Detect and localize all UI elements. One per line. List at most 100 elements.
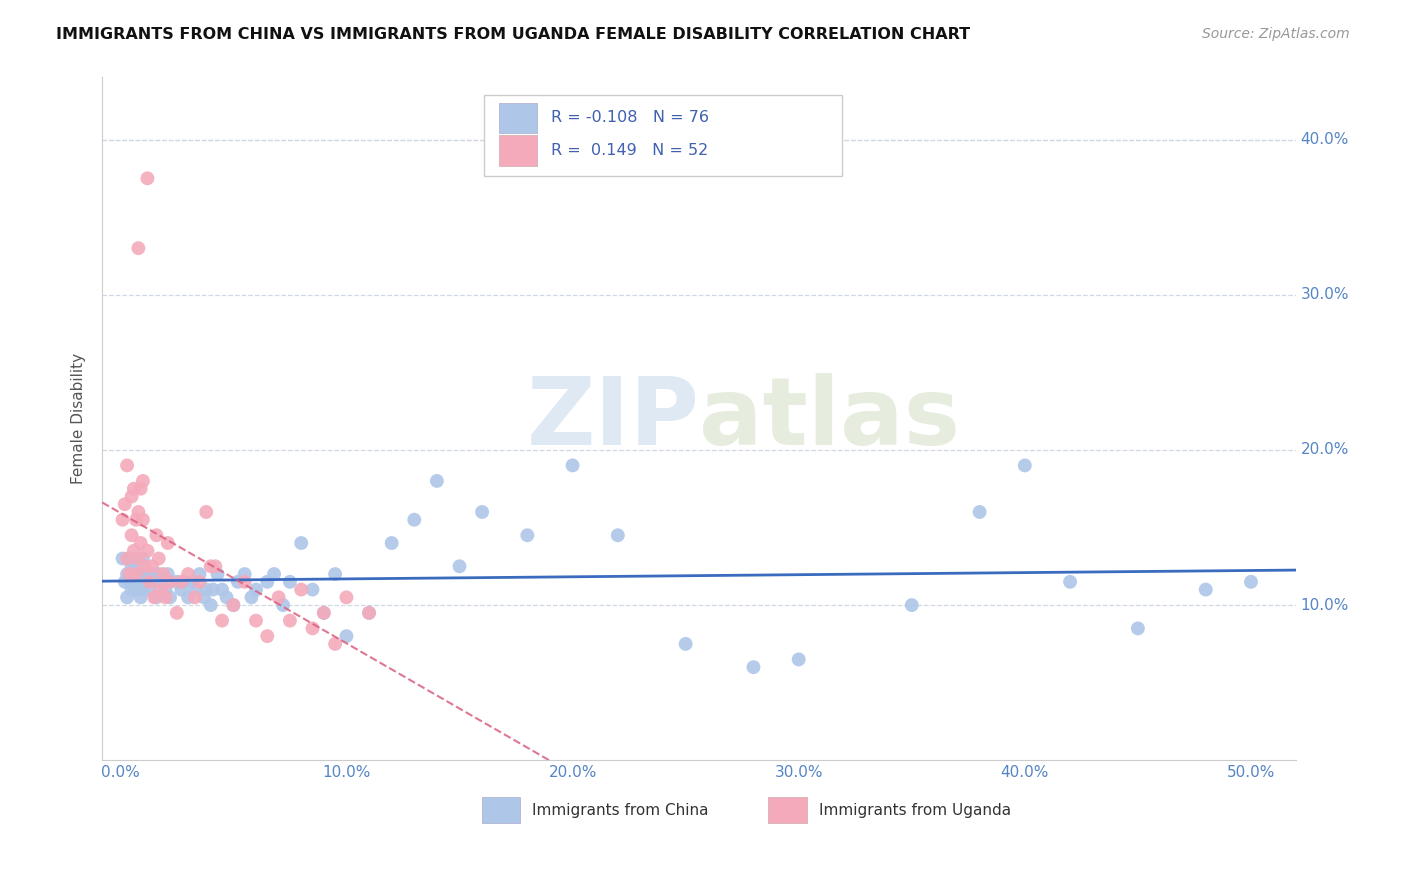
Point — [606, 528, 628, 542]
Point — [184, 582, 207, 597]
Point — [166, 606, 188, 620]
Point — [256, 574, 278, 589]
Point — [245, 582, 267, 597]
Point — [240, 591, 263, 605]
Text: atlas: atlas — [699, 373, 960, 465]
Point — [115, 591, 138, 605]
Point — [132, 551, 155, 566]
Point — [129, 574, 152, 589]
Point — [159, 591, 181, 605]
Point — [138, 582, 160, 597]
Point — [202, 582, 225, 597]
Point — [111, 513, 134, 527]
Point — [226, 574, 249, 589]
Point — [122, 574, 145, 589]
Point — [245, 614, 267, 628]
Point — [127, 574, 149, 589]
Text: 10.0%: 10.0% — [1301, 598, 1350, 613]
Point — [357, 606, 380, 620]
Point — [125, 567, 148, 582]
Point — [127, 241, 149, 255]
Point — [787, 652, 810, 666]
Point — [122, 567, 145, 582]
Point — [263, 567, 285, 582]
Point — [143, 574, 166, 589]
Point — [118, 551, 141, 566]
Text: Immigrants from China: Immigrants from China — [531, 803, 709, 818]
Point — [211, 582, 233, 597]
Point — [118, 574, 141, 589]
Text: R =  0.149   N = 52: R = 0.149 N = 52 — [551, 143, 709, 158]
Point — [561, 458, 583, 473]
Point — [278, 614, 301, 628]
Point — [233, 574, 256, 589]
Point — [145, 528, 167, 542]
Point — [121, 490, 143, 504]
Text: Immigrants from Uganda: Immigrants from Uganda — [818, 803, 1011, 818]
Point — [449, 559, 471, 574]
Point — [516, 528, 538, 542]
Text: Source: ZipAtlas.com: Source: ZipAtlas.com — [1202, 27, 1350, 41]
Point — [1126, 621, 1149, 635]
Point — [181, 574, 204, 589]
Point — [152, 567, 174, 582]
Point — [471, 505, 494, 519]
Point — [969, 505, 991, 519]
Point — [215, 591, 238, 605]
Point — [150, 574, 173, 589]
Point — [170, 582, 193, 597]
Point — [323, 637, 346, 651]
Point — [204, 559, 226, 574]
FancyBboxPatch shape — [769, 797, 807, 823]
Point — [211, 614, 233, 628]
Point — [267, 591, 290, 605]
Point — [114, 497, 136, 511]
Point — [233, 567, 256, 582]
Text: R = -0.108   N = 76: R = -0.108 N = 76 — [551, 111, 709, 125]
Point — [134, 559, 156, 574]
Point — [290, 582, 312, 597]
Point — [141, 559, 163, 574]
Point — [200, 559, 222, 574]
Point — [121, 582, 143, 597]
Text: 40.0%: 40.0% — [1301, 132, 1350, 147]
Point — [150, 582, 173, 597]
Point — [155, 582, 177, 597]
Point — [193, 591, 215, 605]
Point — [173, 574, 195, 589]
Point — [404, 513, 426, 527]
Point — [127, 551, 149, 566]
Point — [222, 598, 245, 612]
Point — [136, 171, 159, 186]
Point — [900, 598, 922, 612]
Point — [136, 543, 159, 558]
Point — [166, 574, 188, 589]
FancyBboxPatch shape — [482, 797, 520, 823]
Point — [207, 567, 229, 582]
Point — [141, 567, 163, 582]
Point — [323, 567, 346, 582]
Point — [188, 574, 211, 589]
Text: 20.0%: 20.0% — [1301, 442, 1350, 458]
Point — [256, 629, 278, 643]
Point — [111, 551, 134, 566]
Point — [200, 598, 222, 612]
Point — [138, 574, 160, 589]
Point — [155, 591, 177, 605]
Point — [290, 536, 312, 550]
Point — [115, 458, 138, 473]
Point — [742, 660, 765, 674]
Y-axis label: Female Disability: Female Disability — [72, 353, 86, 484]
Point — [1014, 458, 1036, 473]
Point — [156, 536, 179, 550]
Point — [143, 591, 166, 605]
Point — [159, 574, 181, 589]
Point — [132, 582, 155, 597]
Point — [134, 567, 156, 582]
Point — [170, 574, 193, 589]
Point — [125, 559, 148, 574]
Point — [115, 567, 138, 582]
Point — [177, 567, 200, 582]
Point — [125, 582, 148, 597]
Point — [136, 574, 159, 589]
